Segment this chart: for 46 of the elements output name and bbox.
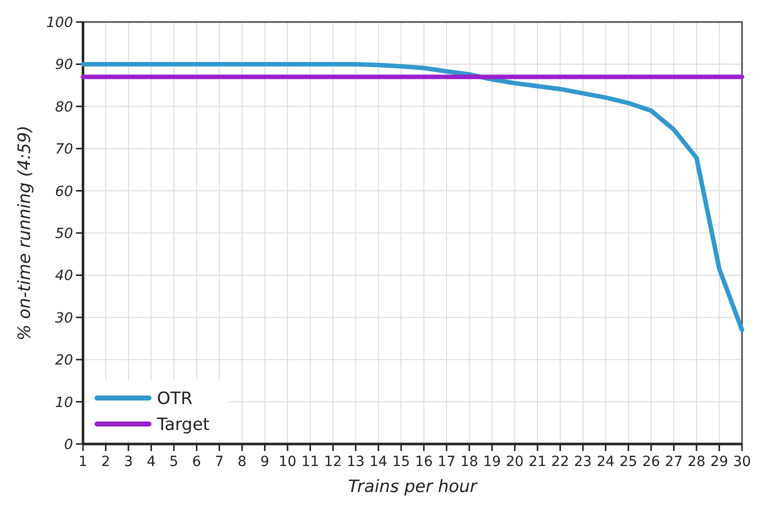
- x-tick-label: 4: [146, 454, 156, 470]
- x-tick-label: 30: [733, 454, 751, 470]
- x-tick-label: 13: [346, 454, 365, 470]
- x-tick-label: 10: [278, 454, 296, 470]
- x-tick-label: 25: [619, 454, 638, 470]
- x-tick-label: 12: [324, 454, 342, 470]
- x-tick-label: 1: [78, 454, 88, 470]
- y-tick-label: 20: [55, 352, 74, 369]
- x-tick-label: 29: [710, 454, 728, 470]
- y-tick-label: 100: [46, 15, 74, 31]
- y-tick-label: 80: [55, 99, 74, 116]
- y-tick-label: 90: [55, 57, 74, 74]
- x-tick-label: 16: [414, 454, 433, 470]
- x-tick-label: 2: [101, 454, 110, 470]
- x-tick-label: 21: [528, 454, 546, 470]
- x-tick-label: 22: [551, 454, 570, 470]
- x-tick-label: 5: [169, 454, 178, 470]
- y-axis-title: % on-time running (4:59): [15, 125, 35, 341]
- x-tick-label: 6: [192, 454, 202, 470]
- y-tick-label: 30: [55, 310, 74, 326]
- y-tick-label: 70: [55, 142, 74, 158]
- x-tick-label: 9: [260, 454, 270, 470]
- x-axis-title: Trains per hour: [348, 477, 478, 497]
- y-tick-label: 40: [55, 268, 74, 284]
- x-tick-label: 11: [301, 454, 320, 470]
- x-tick-label: 8: [238, 454, 247, 470]
- legend-label: Target: [156, 415, 210, 435]
- legend-label: OTR: [157, 389, 193, 409]
- x-tick-label: 18: [460, 454, 478, 470]
- x-tick-label: 14: [370, 454, 388, 470]
- x-tick-label: 27: [664, 454, 683, 470]
- x-tick-label: 19: [483, 454, 501, 470]
- x-tick-label: 3: [124, 454, 133, 470]
- x-tick-label: 24: [596, 454, 615, 470]
- x-tick-label: 7: [214, 454, 224, 470]
- x-tick-label: 15: [392, 454, 410, 470]
- x-tick-label: 28: [688, 454, 706, 470]
- x-tick-label: 17: [438, 454, 456, 470]
- x-tick-label: 20: [506, 454, 524, 470]
- y-tick-label: 10: [55, 394, 74, 411]
- x-tick-label: 23: [574, 454, 592, 470]
- line-series: [80, 62, 744, 332]
- x-tick-label: 26: [642, 454, 660, 470]
- y-tick-label: 0: [64, 437, 74, 453]
- y-tick-label: 60: [55, 184, 74, 200]
- y-tick-label: 50: [55, 226, 74, 242]
